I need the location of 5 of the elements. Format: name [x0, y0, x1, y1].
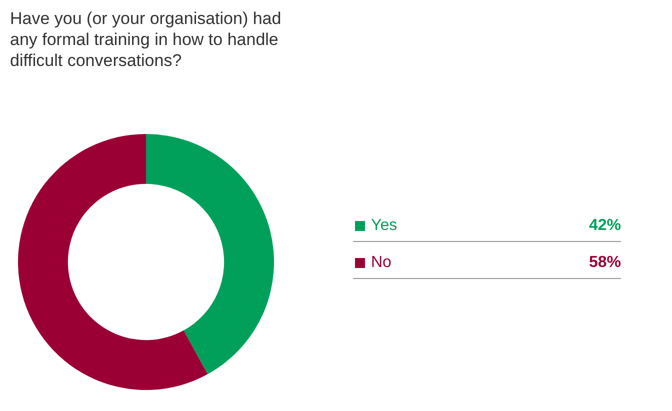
chart-title: Have you (or your organisation) had any formal training in how to handle difficult conversations? [10, 8, 282, 71]
data-label: 42% [588, 217, 621, 235]
legend-label: Yes [370, 217, 398, 235]
data-label: 58% [588, 254, 621, 272]
legend-label: No [370, 254, 392, 272]
